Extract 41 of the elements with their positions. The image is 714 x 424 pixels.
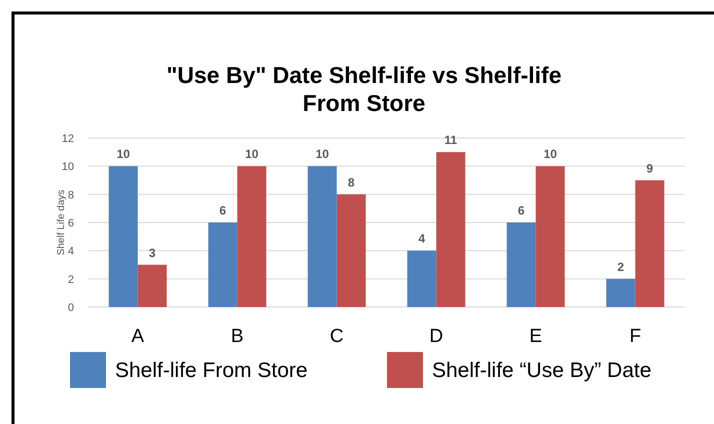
x-tick-label: F — [629, 326, 642, 347]
x-tick-label: C — [330, 326, 344, 347]
y-tick-label: 0 — [68, 302, 74, 314]
data-label: 6 — [518, 204, 525, 218]
data-label: 4 — [418, 232, 426, 246]
data-label: 6 — [219, 204, 226, 218]
bar — [536, 166, 565, 307]
y-tick-label: 2 — [68, 274, 74, 286]
bar — [635, 180, 664, 307]
data-label: 10 — [316, 147, 330, 162]
data-label: 9 — [646, 161, 654, 176]
y-tick-label: 6 — [68, 218, 74, 230]
legend-label: Shelf-life “Use By” Date — [432, 359, 652, 382]
data-label: 8 — [348, 175, 355, 190]
data-label: 10 — [544, 147, 558, 162]
y-tick-label: 12 — [62, 133, 74, 145]
bar — [506, 222, 536, 307]
x-tick-label: E — [529, 326, 542, 347]
data-label: 11 — [444, 133, 458, 148]
data-label: 10 — [116, 147, 130, 162]
bar — [108, 166, 138, 307]
y-tick-label: 4 — [68, 246, 74, 258]
x-tick-label: D — [429, 326, 444, 347]
bar — [208, 222, 238, 307]
chart-title: "Use By" Date Shelf-life vs Shelf-life From Store — [166, 62, 562, 116]
data-label: 3 — [148, 246, 156, 260]
bar — [606, 278, 636, 307]
y-tick-label: 8 — [68, 189, 74, 202]
x-tick-label: B — [230, 326, 244, 347]
x-tick-label: A — [131, 326, 144, 347]
bar — [436, 152, 466, 307]
y-axis-title: Shelf Life days — [56, 190, 67, 256]
data-label: 10 — [245, 147, 259, 162]
bar — [336, 194, 366, 307]
bar — [138, 264, 167, 307]
data-label: 2 — [617, 260, 624, 274]
bar — [407, 250, 436, 307]
legend-label: Shelf-life From Store — [115, 359, 308, 382]
bar — [237, 166, 266, 307]
y-tick-label: 10 — [62, 161, 74, 174]
bar — [308, 166, 337, 307]
